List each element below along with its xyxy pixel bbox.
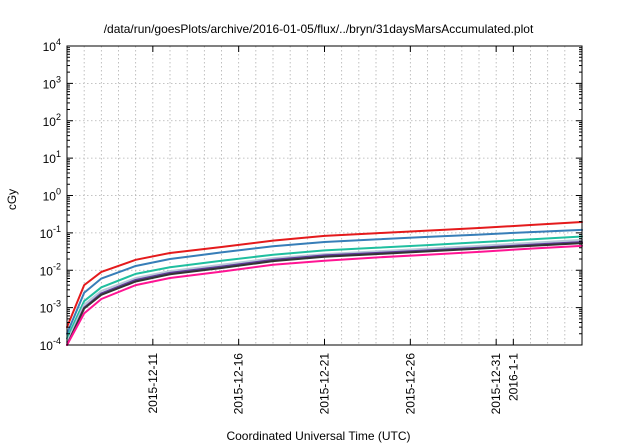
y-tick-base: 10 bbox=[40, 339, 54, 353]
y-tick-base: 10 bbox=[40, 227, 54, 241]
y-tick-label: 10-1 bbox=[40, 224, 61, 241]
series-line-7 bbox=[66, 244, 583, 346]
y-tick-exponent: -4 bbox=[53, 336, 61, 346]
y-tick-label: 100 bbox=[43, 187, 61, 204]
y-tick-label: 10-2 bbox=[40, 261, 61, 278]
y-tick-label: 10-4 bbox=[40, 336, 61, 353]
y-tick-label: 102 bbox=[43, 112, 61, 129]
series-layer bbox=[66, 221, 583, 346]
y-tick-base: 10 bbox=[40, 264, 54, 278]
y-tick-label: 10-3 bbox=[40, 299, 61, 316]
y-tick-base: 10 bbox=[43, 190, 57, 204]
x-tick-label: 2016-1-1 bbox=[506, 353, 520, 401]
x-tick-label: 2015-12-26 bbox=[403, 353, 417, 415]
y-tick-exponent: -2 bbox=[53, 261, 61, 271]
y-tick-exponent: -1 bbox=[53, 224, 61, 234]
grid-layer bbox=[67, 46, 582, 345]
y-tick-base: 10 bbox=[43, 152, 57, 166]
y-tick-exponent: 1 bbox=[56, 149, 61, 159]
y-tick-label: 104 bbox=[43, 37, 61, 54]
y-axis-label: cGy bbox=[5, 189, 19, 210]
x-tick-label: 2015-12-11 bbox=[146, 353, 160, 414]
chart-title: /data/run/goesPlots/archive/2016-01-05/f… bbox=[104, 22, 534, 36]
y-tick-base: 10 bbox=[43, 77, 57, 91]
x-tick-label: 2015-12-31 bbox=[489, 353, 503, 415]
y-tick-exponent: 0 bbox=[56, 187, 61, 197]
x-axis-label: Coordinated Universal Time (UTC) bbox=[226, 429, 410, 443]
y-tick-label: 103 bbox=[43, 74, 61, 91]
series-line-6 bbox=[66, 242, 583, 346]
y-tick-exponent: 3 bbox=[56, 74, 61, 84]
y-tick-exponent: -3 bbox=[53, 299, 61, 309]
series-line-4 bbox=[66, 238, 583, 344]
series-line-1 bbox=[66, 221, 583, 329]
y-tick-label: 101 bbox=[43, 149, 61, 166]
y-tick-base: 10 bbox=[43, 40, 57, 54]
y-tick-base: 10 bbox=[43, 115, 57, 129]
y-tick-exponent: 4 bbox=[56, 37, 61, 47]
x-tick-label: 2015-12-16 bbox=[232, 353, 246, 415]
x-tick-labels: 2015-12-11 2015-12-16 2015-12-21 2015-12-26… bbox=[146, 353, 520, 415]
series-line-2 bbox=[66, 228, 583, 335]
tick-layer bbox=[67, 45, 582, 346]
series-line-3 bbox=[66, 235, 583, 340]
y-tick-base: 10 bbox=[40, 302, 54, 316]
x-tick-label: 2015-12-21 bbox=[318, 353, 332, 415]
y-tick-exponent: 2 bbox=[56, 112, 61, 122]
